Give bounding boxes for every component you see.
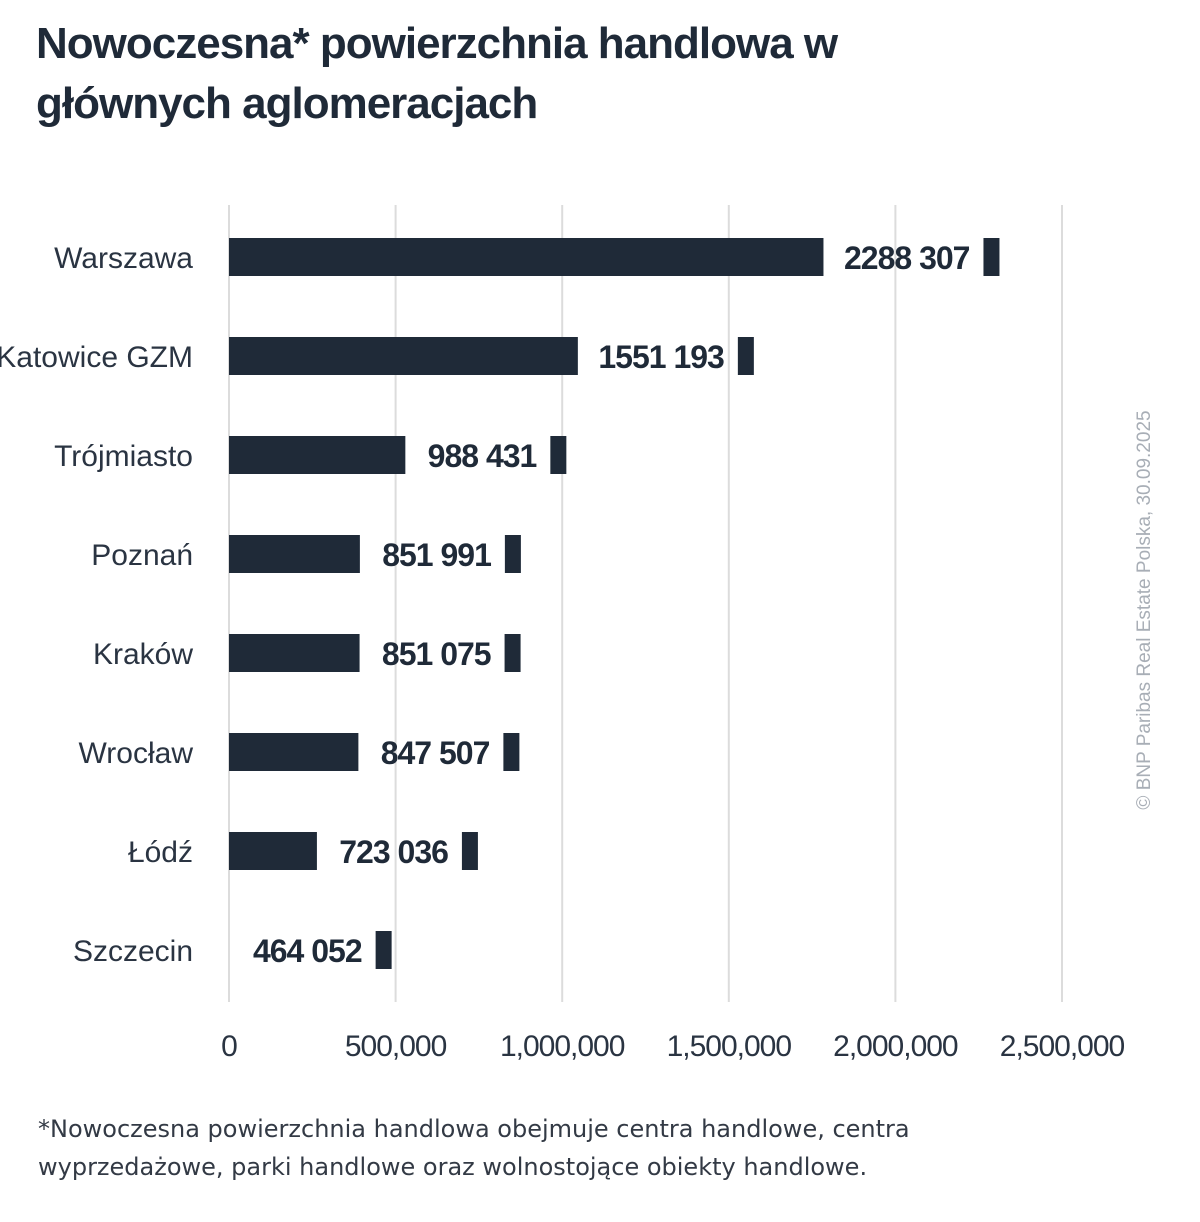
value-labels: 2288 307 1551 193 988 431 851 991 851 075 847… xyxy=(253,240,971,969)
category-label: Poznań xyxy=(91,539,193,572)
value-label: 723 036 xyxy=(339,834,448,870)
value-label: 847 507 xyxy=(381,735,490,771)
gridlines xyxy=(228,205,1063,1002)
bar xyxy=(229,238,824,276)
category-label: Kraków xyxy=(93,638,193,671)
bar xyxy=(229,634,360,672)
category-label: Szczecin xyxy=(73,935,193,968)
category-label: Wrocław xyxy=(79,737,194,770)
category-label: Trójmiasto xyxy=(54,440,193,473)
source-credit: © BNP Paribas Real Estate Polska, 30.09.… xyxy=(1134,410,1155,810)
bar-end-marker xyxy=(461,832,478,870)
bar-end-marker xyxy=(504,634,521,672)
bar xyxy=(229,337,578,375)
x-tick-label: 2,500,000 xyxy=(1000,1030,1125,1063)
x-axis-ticks: 0 500,000 1,000,000 1,500,000 2,000,000 2,500… xyxy=(221,1030,1125,1063)
x-tick-label: 500,000 xyxy=(345,1030,447,1063)
bar-end-marker xyxy=(504,535,521,573)
value-label: 988 431 xyxy=(428,438,537,474)
bars xyxy=(229,238,1000,969)
category-label: Katowice GZM xyxy=(0,341,193,374)
bar xyxy=(229,733,359,771)
bar-end-marker xyxy=(375,931,392,969)
value-label: 1551 193 xyxy=(598,339,724,375)
category-label: Łódź xyxy=(128,836,193,869)
value-label: 851 075 xyxy=(382,636,491,672)
value-label: 2288 307 xyxy=(844,240,970,276)
category-label: Warszawa xyxy=(54,242,193,275)
bar-end-marker xyxy=(503,733,520,771)
bar-end-marker xyxy=(550,436,567,474)
category-labels: Warszawa Katowice GZM Trójmiasto Poznań Krak… xyxy=(0,242,193,968)
x-tick-label: 1,500,000 xyxy=(667,1030,792,1063)
x-tick-label: 2,000,000 xyxy=(833,1030,958,1063)
value-label: 464 052 xyxy=(253,933,362,969)
chart-title: Nowoczesna* powierzchnia handlowa w głów… xyxy=(36,19,838,128)
bar-end-marker xyxy=(737,337,754,375)
x-tick-label: 1,000,000 xyxy=(500,1030,625,1063)
bar xyxy=(229,832,317,870)
x-tick-label: 0 xyxy=(221,1030,237,1063)
bar xyxy=(229,535,360,573)
value-label: 851 991 xyxy=(382,537,491,573)
footnote: *Nowoczesna powierzchnia handlowa obejmu… xyxy=(38,1115,910,1181)
bar xyxy=(229,436,406,474)
bar-end-marker xyxy=(983,238,1000,276)
